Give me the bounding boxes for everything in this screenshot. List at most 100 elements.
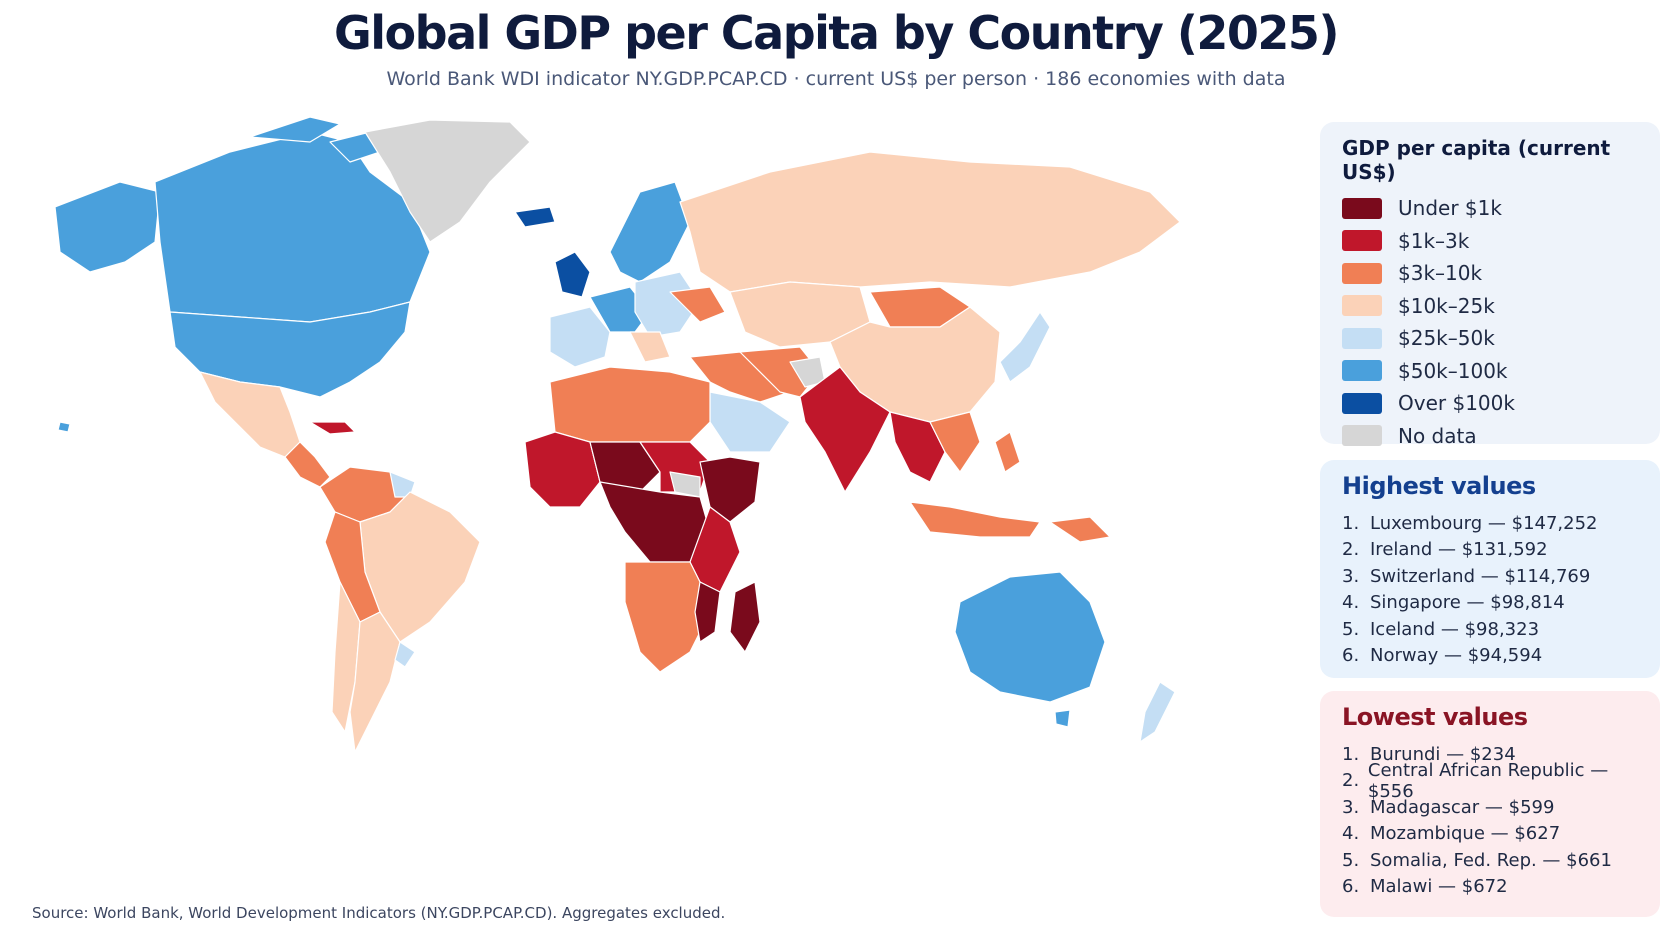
region-south-asia[interactable] (799, 366, 891, 493)
legend-swatch (1342, 392, 1382, 414)
legend-swatch (1342, 230, 1382, 252)
source-note: Source: World Bank, World Development In… (32, 904, 726, 922)
region-alaska[interactable] (54, 181, 161, 273)
rank-text: Iceland — $98,323 (1370, 618, 1540, 640)
legend-swatch (1342, 262, 1382, 284)
rank-text: Switzerland — $114,769 (1370, 565, 1591, 587)
region-southern-africa[interactable] (624, 561, 711, 673)
legend-item: $50k–100k (1342, 355, 1638, 388)
region-png[interactable] (1049, 516, 1111, 543)
legend-label: $50k–100k (1398, 358, 1508, 383)
rank-text: Malawi — $672 (1370, 876, 1508, 898)
legend-label: $1k–3k (1398, 228, 1470, 253)
highest-values-list: 1. Luxembourg — $147,252 2. Ireland — $131… (1342, 510, 1638, 669)
rank-text: Singapore — $98,814 (1370, 592, 1565, 614)
rank-number: 1. (1342, 512, 1360, 534)
page-subtitle: World Bank WDI indicator NY.GDP.PCAP.CD … (386, 68, 1286, 90)
list-item: 4. Mozambique — $627 (1342, 821, 1638, 848)
region-indonesia[interactable] (909, 501, 1041, 538)
rank-text: Burundi — $234 (1370, 743, 1516, 765)
legend-label: $3k–10k (1398, 261, 1483, 286)
region-eastern-europe[interactable] (634, 271, 701, 338)
region-hawaii[interactable] (57, 421, 71, 433)
region-greenland[interactable] (364, 119, 531, 243)
region-argentina[interactable] (349, 611, 401, 753)
rank-number: 5. (1342, 849, 1360, 871)
region-mozambique-malawi[interactable] (694, 581, 721, 643)
legend-label: Under $1k (1398, 196, 1502, 221)
region-caribbean[interactable] (309, 421, 356, 435)
list-item: 2. Central African Republic — $556 (1342, 760, 1638, 802)
rank-number: 5. (1342, 618, 1360, 640)
legend-item: Under $1k (1342, 192, 1638, 225)
legend-swatch (1342, 295, 1382, 317)
region-iceland[interactable] (514, 206, 556, 228)
region-indochina[interactable] (929, 411, 981, 473)
legend-label: No data (1398, 423, 1477, 448)
region-balkans[interactable] (629, 331, 671, 363)
region-scandinavia[interactable] (609, 181, 691, 283)
region-west-africa[interactable] (524, 431, 601, 508)
list-item: 1. Luxembourg — $147,252 (1342, 510, 1638, 537)
region-new-zealand[interactable] (1139, 681, 1176, 743)
legend-item: $3k–10k (1342, 257, 1638, 290)
rank-number: 6. (1342, 645, 1360, 667)
highest-values-title: Highest values (1342, 472, 1536, 500)
legend-item: $1k–3k (1342, 225, 1638, 258)
legend-item: $25k–50k (1342, 322, 1638, 355)
lowest-values-title: Lowest values (1342, 703, 1528, 731)
list-item: 2. Ireland — $131,592 (1342, 537, 1638, 564)
region-arabia[interactable] (709, 391, 791, 453)
rank-number: 6. (1342, 876, 1360, 898)
region-ukraine[interactable] (669, 286, 726, 323)
legend-item: $10k–25k (1342, 290, 1638, 323)
rank-text: Somalia, Fed. Rep. — $661 (1370, 849, 1612, 871)
rank-number: 1. (1342, 743, 1360, 765)
legend-label: $25k–50k (1398, 326, 1495, 351)
rank-number: 3. (1342, 565, 1360, 587)
region-japan-korea[interactable] (999, 311, 1051, 383)
list-item: 3. Switzerland — $114,769 (1342, 563, 1638, 590)
list-item: 6. Malawi — $672 (1342, 874, 1638, 901)
rank-number: 4. (1342, 592, 1360, 614)
legend-swatch (1342, 360, 1382, 382)
region-north-africa[interactable] (549, 366, 711, 443)
legend-swatch (1342, 197, 1382, 219)
world-map-svg[interactable] (10, 112, 1310, 902)
rank-text: Central African Republic — $556 (1367, 759, 1609, 802)
list-item: 5. Iceland — $98,323 (1342, 616, 1638, 643)
rank-text: Ireland — $131,592 (1370, 539, 1548, 561)
rank-text: Mozambique — $627 (1370, 823, 1561, 845)
list-item: 6. Norway — $94,594 (1342, 643, 1638, 670)
list-item: 4. Singapore — $98,814 (1342, 590, 1638, 617)
rank-text: Norway — $94,594 (1370, 645, 1543, 667)
list-item: 3. Madagascar — $599 (1342, 794, 1638, 821)
region-tasmania[interactable] (1054, 709, 1071, 728)
legend-label: $10k–25k (1398, 293, 1495, 318)
list-item: 5. Somalia, Fed. Rep. — $661 (1342, 847, 1638, 874)
region-western-europe[interactable] (549, 306, 611, 368)
lowest-values-list: 1. Burundi — $234 2. Central African Repub… (1342, 741, 1638, 900)
region-russia[interactable] (679, 151, 1181, 293)
rank-number: 2. (1342, 539, 1360, 561)
region-central-america[interactable] (284, 441, 331, 488)
region-madagascar[interactable] (729, 581, 761, 653)
highest-values-panel: Highest values 1. Luxembourg — $147,252 2… (1320, 460, 1660, 678)
rank-text: Madagascar — $599 (1370, 796, 1555, 818)
region-philippines[interactable] (994, 431, 1021, 473)
legend-panel: GDP per capita (current US$) Under $1k $… (1320, 122, 1660, 448)
legend-swatch (1342, 425, 1382, 447)
legend-label: Over $100k (1398, 391, 1515, 416)
world-map[interactable] (10, 112, 1310, 902)
region-sahel[interactable] (589, 441, 661, 493)
list-item: 1. Burundi — $234 (1342, 741, 1638, 768)
region-australia[interactable] (954, 571, 1106, 703)
region-uruguay[interactable] (394, 641, 416, 668)
rank-number: 2. (1342, 770, 1360, 792)
legend-title: GDP per capita (current US$) (1342, 136, 1611, 184)
region-uk-ireland[interactable] (554, 251, 591, 298)
legend-item: No data (1342, 420, 1638, 453)
rank-text: Luxembourg — $147,252 (1370, 512, 1598, 534)
legend-item: Over $100k (1342, 387, 1638, 420)
rank-number: 4. (1342, 823, 1360, 845)
